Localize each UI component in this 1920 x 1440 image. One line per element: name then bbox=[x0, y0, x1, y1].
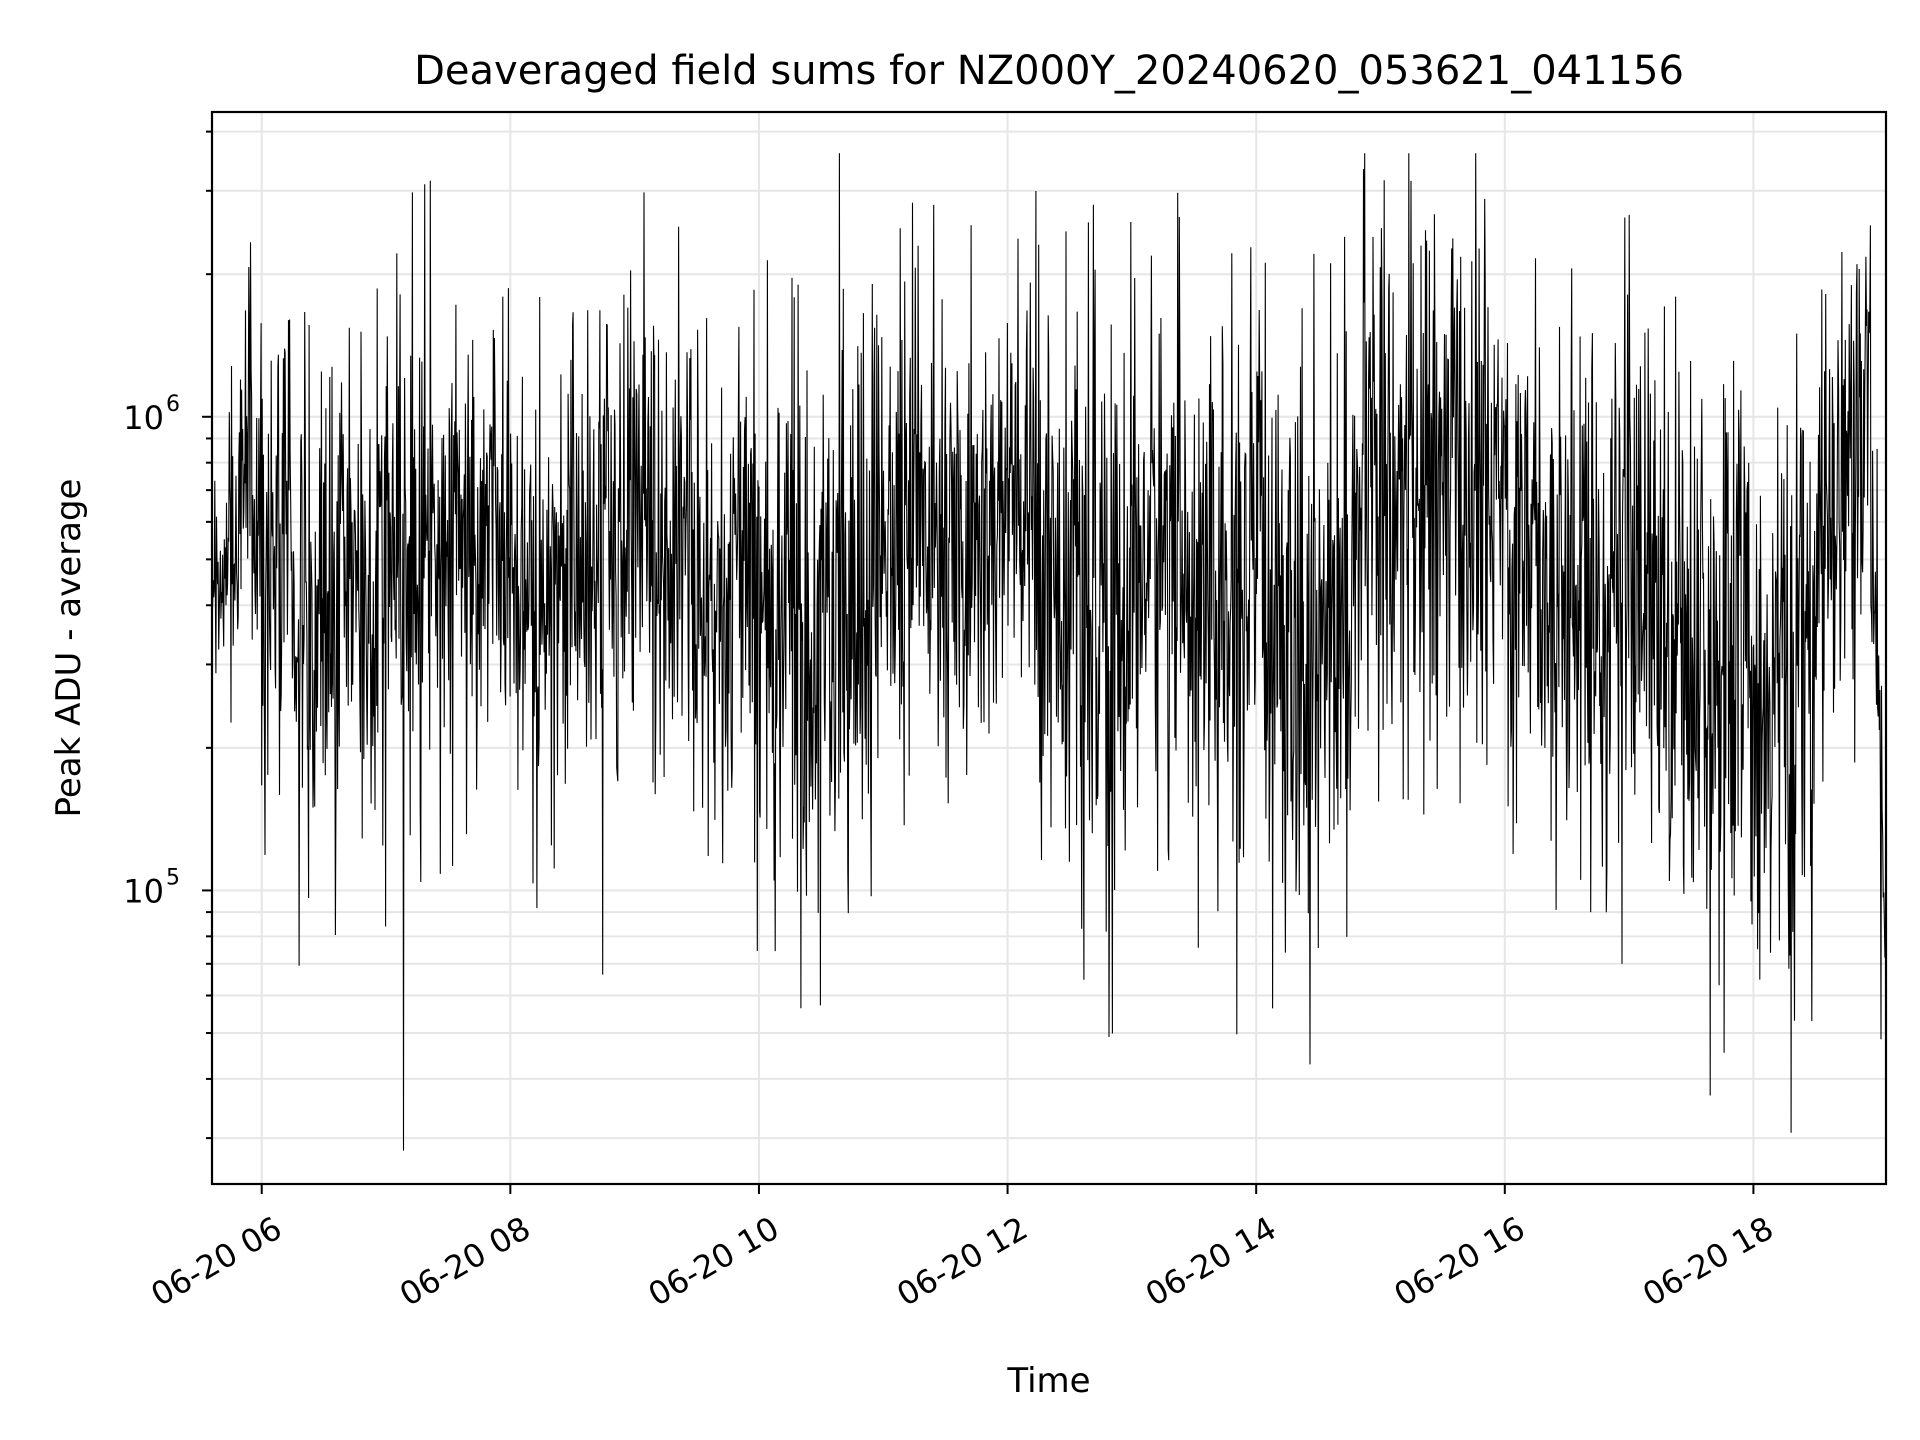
x-tick-label: 06-20 08 bbox=[393, 1209, 537, 1314]
y-axis-label: Peak ADU - average bbox=[49, 479, 89, 818]
y-tick-base: 10 bbox=[123, 399, 164, 437]
chart-title: Deaveraged field sums for NZ000Y_2024062… bbox=[414, 48, 1684, 94]
x-axis-label: Time bbox=[1006, 1361, 1090, 1401]
x-tick-label: 06-20 12 bbox=[890, 1209, 1034, 1314]
y-tick-exponent: 5 bbox=[166, 865, 180, 890]
y-tick-base: 10 bbox=[123, 872, 164, 910]
series-layer bbox=[211, 153, 1887, 1151]
y-tick-label: 10 5 bbox=[123, 865, 180, 910]
y-tick-label: 10 6 bbox=[123, 392, 180, 437]
x-tick-label: 06-20 14 bbox=[1139, 1209, 1283, 1314]
y-tick-exponent: 6 bbox=[166, 392, 180, 417]
plot-frame bbox=[210, 110, 1888, 1186]
x-tick-label: 06-20 10 bbox=[642, 1209, 786, 1314]
x-tick-label: 06-20 06 bbox=[145, 1209, 289, 1314]
x-tick-label: 06-20 16 bbox=[1388, 1209, 1532, 1314]
x-tick-label: 06-20 18 bbox=[1636, 1209, 1780, 1314]
series-line bbox=[211, 153, 1887, 1151]
